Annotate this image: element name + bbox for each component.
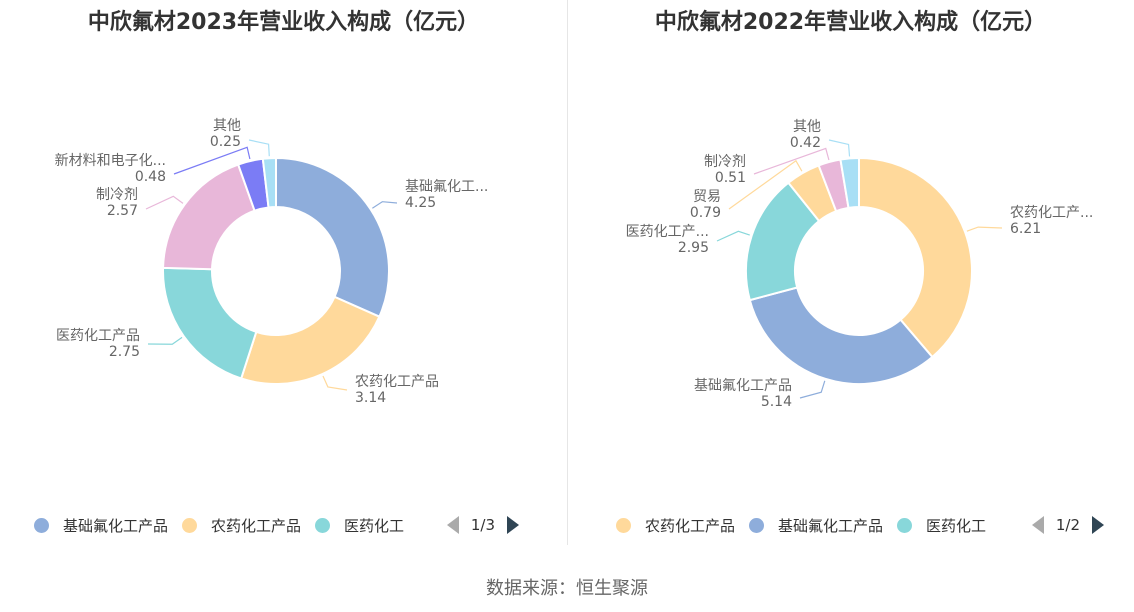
legend-label: 医药化工 <box>344 516 405 535</box>
slice-label-value: 2.95 <box>678 240 709 256</box>
legend-item[interactable]: 农药化工产品 <box>616 515 735 536</box>
prev-page-icon[interactable] <box>446 516 459 534</box>
chart-panel-2023: 中欣氟材2023年营业收入构成（亿元） 基础氟化工... 4.25 农药化工产品 3.… <box>0 0 567 560</box>
page-indicator: 1/3 <box>470 516 495 534</box>
legend-marker <box>616 517 631 533</box>
leader-line <box>966 226 1003 232</box>
leader-line <box>828 139 851 157</box>
slice-label-name: 其他 <box>793 119 821 135</box>
leader-line <box>248 139 270 157</box>
leader-line <box>753 147 830 175</box>
chart-title: 中欣氟材2022年营业收入构成（亿元） <box>654 10 1047 35</box>
data-source-note: 数据来源：恒生聚源 <box>486 578 648 599</box>
donut-slice[interactable] <box>239 295 381 385</box>
chart-legend: 农药化工产品 基础氟化工产品 医药化工 1/2 <box>567 512 1134 538</box>
page-indicator: 1/2 <box>1055 516 1080 534</box>
legend-label: 基础氟化工产品 <box>778 516 884 535</box>
legend-pager: 1/3 <box>446 516 519 534</box>
slice-label-value: 3.14 <box>355 390 386 406</box>
legend-item[interactable]: 医药化工 <box>315 515 404 536</box>
legend-marker <box>315 517 331 533</box>
legend-label: 农药化工产品 <box>211 516 302 535</box>
slice-label-value: 0.51 <box>715 170 746 186</box>
donut-slice[interactable] <box>162 266 258 380</box>
next-page-icon[interactable] <box>1092 516 1104 534</box>
legend-marker <box>182 517 198 533</box>
leader-line <box>173 146 251 175</box>
leader-line <box>322 375 348 391</box>
leader-line <box>147 336 183 345</box>
slice-label-name: 贸易 <box>693 189 721 205</box>
donut-slice[interactable] <box>858 156 973 359</box>
slice-label-name: 新材料和电子化... <box>55 153 166 169</box>
slice-label-value: 4.25 <box>405 195 436 211</box>
legend-label: 基础氟化工产品 <box>63 516 169 535</box>
slice-label-value: 0.48 <box>135 169 166 185</box>
slice-label-name: 制冷剂 <box>96 187 138 203</box>
slice-label-name: 医药化工产品 <box>56 328 140 344</box>
slice-label-value: 2.75 <box>109 344 140 360</box>
slice-label-name: 制冷剂 <box>704 154 746 170</box>
slice-label-value: 6.21 <box>1010 221 1041 237</box>
chart-panel-2022: 中欣氟材2022年营业收入构成（亿元） 农药化工产... 6.21 基础氟化工产品 5… <box>567 0 1134 560</box>
slice-label-value: 0.25 <box>210 134 241 150</box>
legend-marker <box>897 517 913 533</box>
slice-label-name: 基础氟化工... <box>405 178 488 195</box>
legend-item[interactable]: 医药化工 <box>897 515 986 536</box>
leader-line <box>145 195 184 210</box>
leader-line <box>372 201 398 209</box>
next-page-icon[interactable] <box>507 516 519 534</box>
legend-label: 医药化工 <box>926 516 987 535</box>
slice-label-name: 农药化工产品 <box>355 374 439 390</box>
legend-item[interactable]: 基础氟化工产品 <box>34 515 168 536</box>
slice-label-value: 5.14 <box>761 394 792 410</box>
slice-label-value: 0.79 <box>690 205 721 221</box>
legend-marker <box>34 517 49 533</box>
chart-title: 中欣氟材2023年营业收入构成（亿元） <box>87 10 480 35</box>
prev-page-icon[interactable] <box>1031 516 1044 534</box>
donut-slice[interactable] <box>748 286 934 385</box>
leader-line <box>799 380 826 399</box>
donut-slice[interactable] <box>275 156 390 318</box>
slice-label-value: 2.57 <box>107 203 138 219</box>
legend-item[interactable]: 基础氟化工产品 <box>749 515 883 536</box>
slice-label-name: 基础氟化工产品 <box>694 377 792 394</box>
leader-line <box>716 230 750 242</box>
donut-slice[interactable] <box>162 163 256 271</box>
slice-label-name: 农药化工产... <box>1010 205 1093 221</box>
slice-label-value: 0.42 <box>790 135 821 151</box>
donut-slice[interactable] <box>839 156 860 210</box>
chart-legend: 基础氟化工产品 农药化工产品 医药化工 1/3 <box>0 512 567 538</box>
legend-label: 农药化工产品 <box>645 516 736 535</box>
legend-item[interactable]: 农药化工产品 <box>182 515 301 536</box>
legend-marker <box>749 517 765 533</box>
slice-label-name: 其他 <box>213 118 241 134</box>
donut-slice[interactable] <box>261 156 277 209</box>
leader-line <box>728 159 803 210</box>
legend-pager: 1/2 <box>1031 516 1104 534</box>
panel-divider <box>567 0 568 545</box>
slice-label-name: 医药化工产... <box>626 224 709 240</box>
